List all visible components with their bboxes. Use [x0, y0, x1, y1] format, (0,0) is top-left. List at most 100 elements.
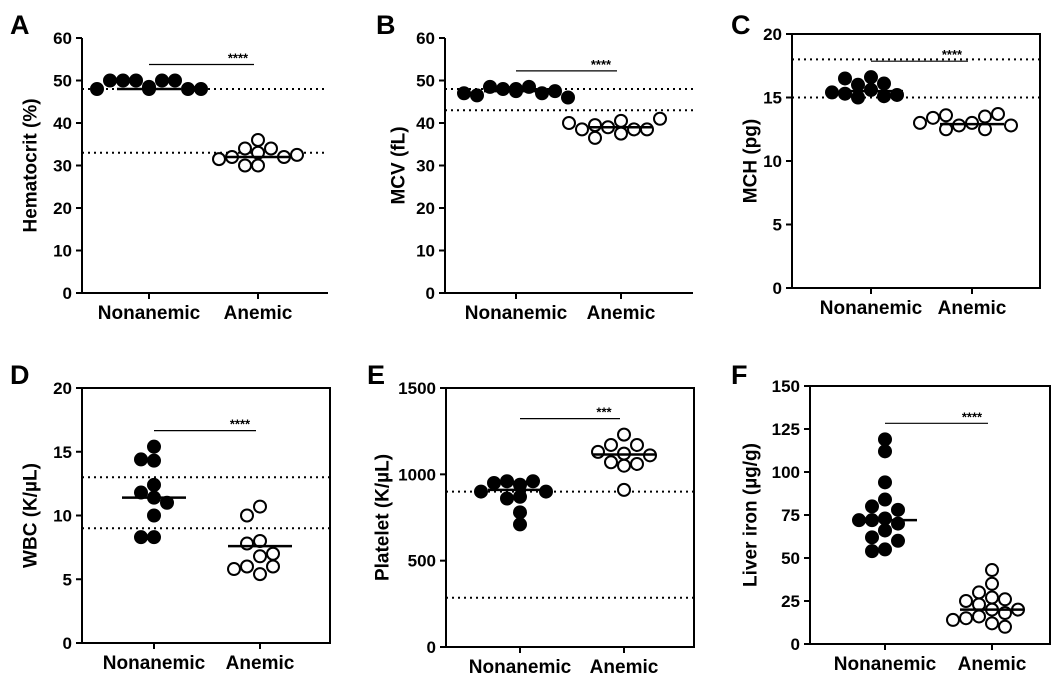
panel-letter: C	[731, 10, 751, 40]
y-tick-label: 75	[781, 506, 800, 525]
y-tick-label: 30	[53, 157, 72, 176]
data-point-open	[630, 456, 644, 471]
data-point-open	[614, 113, 628, 128]
y-tick-label: 100	[772, 463, 800, 482]
data-point-open	[985, 563, 999, 578]
data-point-filled	[878, 475, 892, 490]
data-point-filled	[526, 474, 540, 489]
data-point-filled	[548, 84, 562, 99]
data-point-filled	[825, 85, 839, 100]
data-point-open	[238, 158, 252, 173]
data-point-open	[630, 437, 644, 452]
data-point-open	[614, 126, 628, 141]
data-point-open	[264, 141, 278, 156]
y-tick-label: 15	[53, 443, 72, 462]
data-point-open	[959, 611, 973, 626]
data-point-filled	[865, 499, 879, 514]
data-point-filled	[500, 474, 514, 489]
data-point-filled	[878, 444, 892, 459]
significance-label: ***	[596, 405, 612, 420]
y-tick-label: 10	[416, 242, 435, 261]
data-point-open	[253, 567, 267, 582]
y-tick-label: 0	[773, 279, 782, 298]
data-point-filled	[539, 484, 553, 499]
category-label: Nonanemic	[820, 298, 923, 319]
data-point-filled	[147, 453, 161, 468]
y-tick-label: 50	[53, 72, 72, 91]
data-point-open	[959, 594, 973, 608]
y-axis-label: Platelet (K/µL)	[373, 454, 394, 581]
data-point-open	[227, 562, 241, 577]
data-point-open	[251, 133, 265, 147]
data-point-open	[653, 111, 667, 126]
data-point-open	[562, 116, 576, 130]
panel-d: D 0 5 10 15 20 WBC (K/µL) Nonanemic Anemic ****	[10, 360, 331, 674]
data-point-open	[266, 559, 280, 574]
data-point-open	[266, 546, 280, 561]
data-point-open	[617, 482, 631, 497]
data-point-open	[1004, 118, 1018, 133]
data-point-open	[604, 437, 618, 452]
data-point-open	[978, 109, 992, 124]
data-point-open	[238, 141, 252, 156]
category-label: Anemic	[587, 303, 656, 324]
significance-label: ****	[228, 51, 249, 66]
y-tick-label: 1000	[398, 465, 436, 484]
y-tick-label: 20	[53, 379, 72, 398]
category-label: Anemic	[226, 653, 295, 674]
data-point-open	[575, 122, 589, 137]
data-point-filled	[509, 82, 523, 96]
data-point-filled	[168, 73, 182, 88]
data-point-open	[212, 152, 226, 167]
data-point-filled	[838, 71, 852, 86]
category-label: Nonanemic	[469, 657, 572, 678]
data-point-filled	[535, 86, 549, 101]
data-point-open	[998, 619, 1012, 634]
data-point-filled	[116, 73, 130, 88]
y-tick-label: 150	[772, 377, 800, 396]
data-point-open	[985, 576, 999, 591]
data-point-open	[617, 427, 631, 442]
data-point-filled	[134, 452, 148, 467]
y-tick-label: 0	[63, 284, 72, 303]
category-label: Anemic	[958, 654, 1027, 675]
panel-letter: F	[731, 360, 748, 390]
panel-letter: E	[367, 360, 385, 390]
significance-label: ****	[962, 409, 983, 424]
data-point-filled	[865, 530, 879, 545]
category-label: Anemic	[938, 298, 1007, 319]
significance-label: ****	[591, 57, 612, 72]
data-point-open	[972, 585, 986, 600]
data-point-open	[251, 158, 265, 173]
y-tick-label: 125	[772, 420, 800, 439]
data-point-filled	[561, 90, 575, 105]
data-point-open	[617, 458, 631, 473]
data-point-filled	[851, 90, 865, 105]
data-point-filled	[878, 492, 892, 507]
y-tick-label: 10	[53, 242, 72, 261]
data-point-open	[604, 455, 618, 470]
data-point-open	[240, 508, 254, 523]
panel-b: B 0 10 20 30 40 50 60 MCV (fL) Nonanemic Anemic ***…	[376, 10, 693, 324]
y-tick-label: 10	[763, 152, 782, 171]
data-point-open	[240, 536, 254, 551]
data-point-filled	[147, 439, 161, 454]
data-point-filled	[194, 82, 208, 96]
y-tick-label: 15	[763, 89, 782, 108]
data-point-filled	[877, 76, 891, 91]
data-point-open	[926, 110, 940, 125]
panel-letter: A	[10, 10, 30, 40]
y-tick-label: 5	[773, 216, 782, 235]
y-tick-label: 20	[53, 199, 72, 218]
data-point-open	[913, 115, 927, 130]
data-point-open	[240, 559, 254, 574]
y-axis-label: Liver iron (µg/g)	[741, 443, 762, 587]
data-point-open	[991, 107, 1005, 122]
y-tick-label: 40	[53, 114, 72, 133]
data-point-filled	[513, 489, 527, 504]
panel-c: C 0 5 10 15 20 MCH (pg) Nonanemic Anemic ****	[731, 10, 1041, 319]
data-point-open	[640, 122, 654, 137]
data-point-open	[253, 499, 267, 514]
data-point-filled	[496, 82, 510, 96]
